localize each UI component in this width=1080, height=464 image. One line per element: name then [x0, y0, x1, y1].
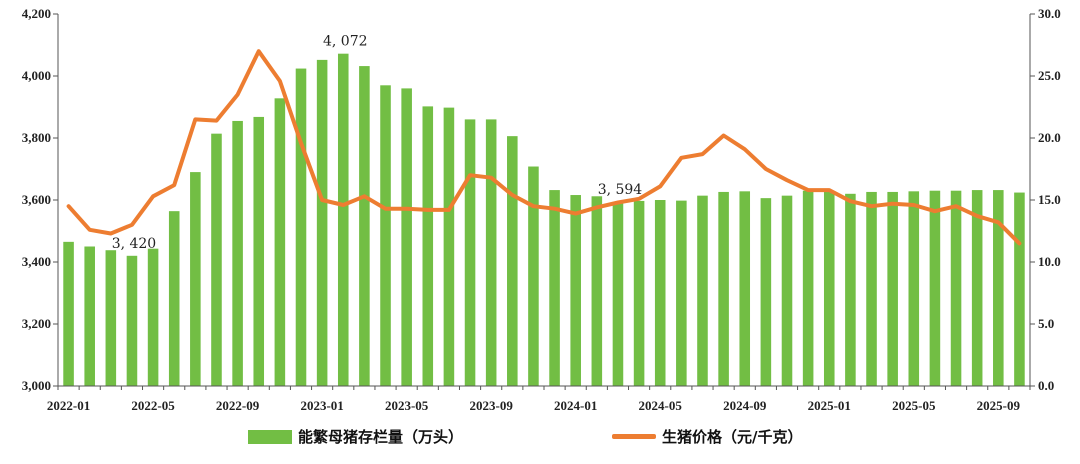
right-tick-label: 30.0 [1038, 6, 1061, 21]
bar-2024-09 [739, 191, 751, 386]
x-tick-label: 2025-01 [808, 398, 851, 413]
left-tick-label: 3,200 [22, 316, 51, 331]
bar-2025-06 [929, 190, 941, 386]
bar-2023-09 [485, 119, 497, 387]
left-tick-label: 3,400 [22, 254, 51, 269]
legend-label-sows: 能繁母猪存栏量（万头） [298, 428, 464, 446]
bar-2025-04 [887, 191, 898, 386]
x-tick-label: 2025-09 [977, 398, 1021, 413]
x-tick-label: 2024-09 [723, 398, 767, 413]
annotation-label: 3, 420 [112, 236, 157, 252]
x-tick-label: 2024-01 [554, 398, 597, 413]
right-tick-label: 10.0 [1038, 254, 1061, 269]
bar-2023-04 [380, 85, 391, 387]
x-tick-label: 2023-09 [470, 398, 514, 413]
bar-2025-09 [993, 190, 1004, 386]
bar-2024-05 [654, 200, 666, 386]
bar-2022-07 [190, 172, 201, 386]
bar-2022-02 [84, 246, 95, 386]
line-series [66, 49, 1022, 246]
bar-2023-01 [316, 59, 328, 386]
bar-2023-02 [337, 53, 349, 387]
x-tick-label: 2023-01 [300, 398, 343, 413]
bar-2024-03 [612, 201, 624, 386]
annotation-label: 4, 072 [323, 34, 368, 50]
bar-2022-10 [253, 116, 265, 387]
right-tick-label: 15.0 [1038, 192, 1061, 207]
bar-2025-08 [971, 190, 983, 386]
legend-bar-swatch [248, 429, 292, 444]
x-tick-label: 2022-05 [131, 398, 175, 413]
bar-2023-12 [549, 190, 560, 386]
x-tick-label: 2024-05 [639, 398, 683, 413]
bar-2022-01 [63, 241, 74, 386]
annotations: 3, 420 4, 072 3, 594 [112, 34, 643, 252]
x-tick-label: 2022-09 [216, 398, 260, 413]
bar-2022-04 [126, 255, 138, 386]
bar-2023-05 [401, 88, 412, 387]
right-tick-label: 5.0 [1038, 316, 1054, 331]
bar-2022-11 [274, 98, 286, 386]
right-tick-label: 25.0 [1038, 68, 1061, 83]
bar-2023-06 [422, 106, 434, 386]
bar-2022-05 [147, 248, 159, 386]
x-tick-label: 2025-05 [892, 398, 936, 413]
bar-2024-07 [697, 195, 708, 386]
legend-item-price: 生猪价格（元/千克） [612, 426, 802, 447]
left-tick-label: 3,600 [22, 192, 51, 207]
left-tick-label: 3,000 [22, 378, 51, 393]
bar-2024-08 [718, 191, 729, 386]
bar-2022-06 [168, 211, 180, 386]
x-tick-label: 2023-05 [385, 398, 429, 413]
bar-2023-10 [507, 136, 518, 386]
bar-2022-09 [232, 120, 243, 386]
left-tick-label: 4,000 [22, 68, 51, 83]
bar-2024-11 [781, 195, 793, 386]
x-tick-label: 2022-01 [47, 398, 90, 413]
right-tick-label: 20.0 [1038, 130, 1061, 145]
bar-2025-10 [1014, 192, 1025, 386]
bar-2024-06 [676, 200, 687, 386]
legend-line-swatch [612, 434, 656, 439]
bar-2023-07 [443, 107, 455, 387]
bar-2024-10 [760, 198, 772, 386]
bar-2024-12 [802, 190, 814, 386]
bar-2024-04 [633, 200, 645, 386]
legend-item-sows: 能繁母猪存栏量（万头） [248, 426, 463, 447]
bar-2024-01 [570, 195, 581, 386]
bar-2025-01 [823, 191, 835, 386]
bar-series [63, 53, 1025, 387]
left-tick-label: 3,800 [22, 130, 51, 145]
bar-2023-03 [359, 66, 370, 386]
legend-label-price: 生猪价格（元/千克） [662, 428, 803, 446]
bar-2025-05 [908, 191, 920, 386]
right-tick-label: 0.0 [1038, 378, 1054, 393]
bar-2023-08 [464, 119, 476, 387]
bar-2022-03 [105, 250, 117, 386]
price-line [66, 49, 1022, 246]
bar-2022-08 [211, 133, 222, 386]
bar-2025-07 [950, 190, 962, 386]
bar-2025-03 [866, 191, 877, 386]
axes [53, 13, 1035, 390]
tick-labels: 3,000 3,200 3,400 3,600 3,800 4,000 4,200 0.0 5.… [22, 6, 1061, 413]
bar-2023-11 [528, 166, 539, 386]
bar-2024-02 [591, 196, 603, 386]
annotation-label: 3, 594 [598, 182, 643, 198]
bar-2022-12 [295, 68, 307, 386]
left-tick-label: 4,200 [22, 6, 51, 21]
bar-2025-02 [845, 193, 856, 386]
